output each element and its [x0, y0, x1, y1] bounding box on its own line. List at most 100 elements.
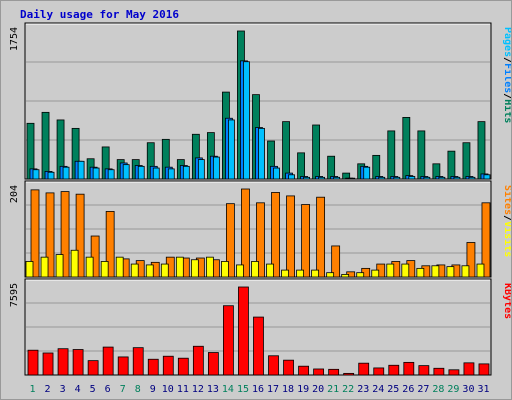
pages-bar-day-26: [408, 176, 416, 180]
sites-bar-day-29: [446, 266, 455, 278]
pages-bar-day-18: [288, 174, 295, 180]
kbytes-bar-day-4: [72, 349, 84, 376]
legend-files: Files: [502, 63, 511, 93]
x-tick-label-day-15: 15: [237, 384, 249, 395]
hits-bar-day-20: [312, 124, 321, 180]
kbytes-bar-day-9: [147, 358, 159, 376]
pages-bar-day-20: [318, 176, 326, 180]
x-tick-label-day-30: 30: [462, 384, 474, 395]
x-tick-label-day-26: 26: [402, 384, 414, 395]
legend-pages: Pages: [502, 27, 511, 57]
sites-bar-day-8: [130, 263, 139, 278]
x-tick-label-day-13: 13: [207, 384, 219, 395]
kbytes-bar-day-16: [253, 316, 264, 376]
hits-bar-day-24: [372, 154, 381, 180]
kbytes-bar-day-13: [207, 352, 219, 376]
kbytes-bar-day-29: [448, 369, 460, 376]
sites-bar-day-26: [401, 263, 410, 278]
kbytes-bar-day-11: [177, 357, 189, 376]
pages-bar-day-25: [393, 176, 401, 180]
x-tick-label-day-11: 11: [177, 384, 189, 395]
pages-bar-day-31: [483, 174, 491, 180]
x-tick-label-day-20: 20: [312, 384, 324, 395]
hits-bar-day-30: [462, 142, 471, 180]
pages-bar-day-8: [137, 165, 145, 180]
sites-bar-day-9: [145, 264, 154, 278]
sites-bar-day-20: [311, 269, 320, 278]
hits-bar-day-19: [297, 152, 305, 180]
pages-bar-day-13: [212, 156, 220, 180]
x-tick-label-day-22: 22: [342, 384, 354, 395]
pages-bar-day-19: [303, 176, 310, 180]
x-tick-label-day-8: 8: [135, 384, 141, 395]
legend-visits: Visits: [502, 221, 511, 257]
pages-bar-day-3: [62, 166, 70, 180]
visits-bar-day-2: [45, 192, 55, 278]
kbytes-bar-day-25: [388, 364, 400, 376]
kbytes-bar-day-20: [313, 368, 325, 376]
x-tick-label-day-2: 2: [45, 384, 51, 395]
pages-bar-day-16: [258, 127, 265, 180]
kbytes-bar-day-30: [463, 362, 475, 376]
kbytes-bar-day-6: [102, 346, 114, 376]
sites-bar-day-14: [221, 261, 229, 278]
visits-bar-day-5: [90, 235, 100, 278]
x-tick-label-day-3: 3: [60, 384, 66, 395]
x-tick-label-day-31: 31: [477, 384, 489, 395]
pages-bar-day-17: [273, 167, 280, 180]
y-max-label-visits: 204: [9, 185, 20, 203]
legend-separator: /: [502, 215, 511, 221]
legend-kbytes: KBytes: [502, 283, 511, 319]
kbytes-bar-day-2: [42, 352, 54, 376]
legend-kbytes: KBytes: [502, 283, 511, 319]
sites-bar-day-31: [476, 263, 485, 278]
kbytes-bar-day-26: [403, 361, 415, 376]
sites-bar-day-7: [115, 256, 124, 278]
x-tick-label-day-16: 16: [252, 384, 264, 395]
kbytes-bar-day-18: [283, 359, 294, 376]
sites-bar-day-11: [175, 256, 184, 278]
pages-bar-day-11: [182, 165, 190, 180]
visits-bar-day-20: [316, 196, 326, 278]
kbytes-bar-day-12: [192, 345, 204, 376]
pages-bar-day-30: [468, 176, 476, 180]
kbytes-bar-day-8: [132, 347, 144, 376]
x-tick-label-day-14: 14: [222, 384, 234, 395]
kbytes-bar-day-7: [117, 356, 129, 376]
sites-bar-day-1: [25, 261, 34, 278]
hits-bar-day-21: [327, 155, 336, 180]
visits-bar-day-17: [271, 192, 280, 278]
pages-bar-day-27: [423, 176, 431, 180]
pages-bar-day-22: [348, 177, 356, 180]
sites-bar-day-13: [205, 256, 214, 278]
pages-bar-day-6: [107, 169, 115, 180]
hits-bar-day-27: [417, 130, 426, 180]
chart-title: Daily usage for May 2016: [20, 8, 179, 21]
pages-bar-day-2: [47, 171, 55, 180]
legend-sites-visits: Sites/Visits: [502, 185, 511, 257]
legend-sites: Sites: [502, 185, 511, 215]
visits-bar-day-16: [256, 202, 265, 278]
x-tick-label-day-27: 27: [417, 384, 429, 395]
sites-bar-day-25: [386, 263, 395, 278]
visits-bar-day-18: [286, 195, 295, 278]
visits-bar-day-4: [75, 193, 85, 278]
sites-bar-day-15: [236, 264, 244, 278]
kbytes-bar-day-1: [27, 349, 39, 376]
x-tick-label-day-29: 29: [447, 384, 459, 395]
x-tick-label-day-28: 28: [432, 384, 444, 395]
kbytes-bar-day-3: [57, 348, 69, 376]
sites-bar-day-5: [85, 256, 94, 278]
legend-separator: /: [502, 93, 511, 99]
sites-bar-day-4: [70, 249, 79, 278]
sites-bar-day-19: [296, 269, 304, 278]
x-tick-label-day-23: 23: [357, 384, 369, 395]
legend-hits: Hits: [502, 99, 511, 123]
kbytes-bar-day-22: [343, 372, 355, 376]
kbytes-bar-day-19: [298, 365, 309, 376]
kbytes-bar-day-23: [358, 362, 370, 376]
sites-bar-day-6: [100, 261, 109, 278]
visits-bar-day-30: [466, 242, 476, 278]
x-tick-label-day-21: 21: [327, 384, 339, 395]
